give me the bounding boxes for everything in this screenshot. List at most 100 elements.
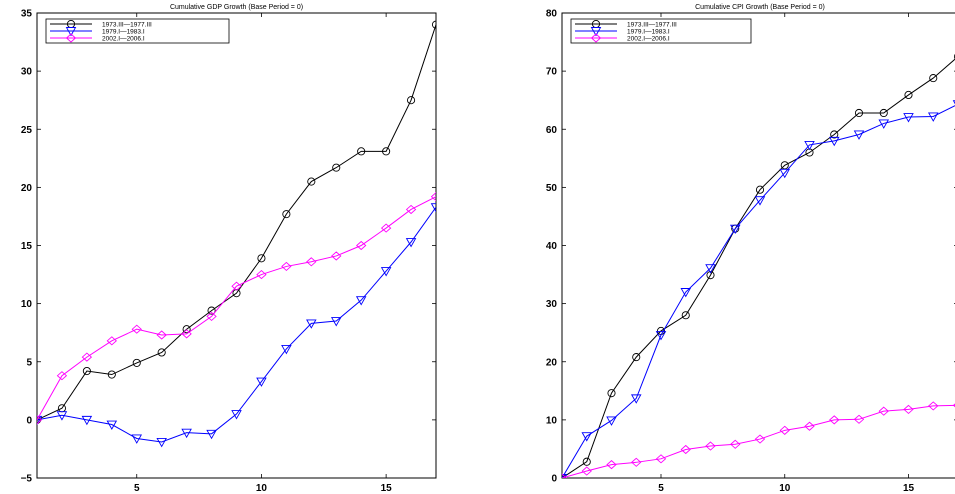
series-1-point bbox=[630, 394, 642, 404]
series-0-point bbox=[929, 74, 938, 83]
plot-series-group bbox=[562, 53, 955, 478]
legend: 1973.III—1977.III1979.I—1983.I2002.I—200… bbox=[570, 18, 752, 44]
series-0-point bbox=[431, 20, 436, 29]
series-2-point bbox=[37, 415, 43, 425]
series-1-point bbox=[380, 267, 392, 277]
series-2-point bbox=[655, 454, 667, 464]
series-1-point bbox=[903, 113, 914, 123]
series-2-point bbox=[903, 404, 914, 415]
series-2-point bbox=[581, 466, 592, 476]
series-0-point bbox=[257, 254, 266, 263]
legend-label: 1979.I—1983.I bbox=[102, 29, 145, 36]
series-0-point bbox=[232, 289, 241, 298]
series-1-point bbox=[729, 224, 741, 235]
series-2-point bbox=[562, 473, 568, 478]
legend: 1973.III—1977.III1979.I—1983.I2002.I—200… bbox=[45, 18, 230, 44]
y-tick-label: 20 bbox=[21, 183, 33, 194]
series-line-0 bbox=[562, 58, 955, 478]
series-2-point bbox=[181, 329, 192, 339]
series-2-point bbox=[779, 425, 790, 435]
series-2-point bbox=[281, 261, 292, 272]
plot-series-group bbox=[37, 20, 436, 448]
series-2-point bbox=[356, 240, 367, 251]
series-line-2 bbox=[562, 404, 955, 478]
series-0-point bbox=[607, 389, 616, 398]
series-2-point bbox=[430, 192, 436, 202]
y-tick-label: 30 bbox=[546, 299, 558, 310]
chart-title: Cumulative CPI Growth (Base Period = 0) bbox=[695, 4, 825, 11]
series-1-point bbox=[106, 420, 118, 430]
y-tick-label: 20 bbox=[546, 357, 558, 368]
series-1-point bbox=[927, 112, 939, 122]
series-2-point bbox=[81, 352, 93, 362]
x-tick-label: 15 bbox=[903, 483, 915, 494]
series-0-point bbox=[755, 185, 765, 194]
series-1-point bbox=[206, 429, 217, 440]
series-0-point bbox=[182, 325, 191, 334]
series-1-point bbox=[355, 296, 367, 306]
series-1-point bbox=[878, 119, 890, 129]
legend-label: 1973.III—1977.III bbox=[102, 22, 152, 29]
y-tick-label: 0 bbox=[26, 415, 32, 426]
series-2-point bbox=[106, 336, 117, 346]
legend-swatch-marker bbox=[590, 27, 602, 37]
series-2-point bbox=[306, 257, 317, 267]
series-1-point bbox=[779, 168, 791, 179]
series-1-point bbox=[281, 345, 292, 355]
series-1-point bbox=[680, 288, 692, 298]
series-2-point bbox=[878, 406, 889, 416]
series-2-point bbox=[331, 251, 342, 261]
series-1-point bbox=[306, 319, 317, 329]
x-tick-label: 10 bbox=[256, 483, 268, 494]
legend-label: 1979.I—1983.I bbox=[627, 29, 670, 36]
series-1-point bbox=[828, 136, 840, 147]
series-2-point bbox=[730, 439, 741, 449]
series-0-point bbox=[282, 210, 291, 219]
series-1-point bbox=[430, 203, 436, 213]
y-tick-label: −5 bbox=[21, 474, 33, 485]
series-0-point bbox=[879, 108, 888, 118]
series-line-2 bbox=[37, 196, 436, 421]
series-0-point bbox=[904, 90, 913, 100]
series-1-point bbox=[705, 264, 716, 274]
plot-area bbox=[561, 12, 955, 479]
series-0-point bbox=[854, 108, 864, 118]
series-2-point bbox=[606, 460, 617, 470]
chart-title: Cumulative GDP Growth (Base Period = 0) bbox=[170, 4, 303, 11]
series-2-point bbox=[256, 269, 267, 280]
series-0-point bbox=[332, 163, 341, 172]
y-tick-label: 40 bbox=[546, 241, 558, 252]
series-2-point bbox=[804, 421, 815, 431]
series-1-point bbox=[606, 416, 617, 426]
series-line-1 bbox=[37, 206, 436, 443]
y-tick-label: 50 bbox=[546, 183, 558, 194]
series-2-point bbox=[405, 204, 417, 215]
series-1-point bbox=[804, 140, 815, 151]
y-tick-label: 25 bbox=[21, 125, 33, 136]
y-tick-label: 70 bbox=[546, 67, 558, 78]
series-2-point bbox=[680, 444, 691, 455]
x-tick-label: 15 bbox=[381, 483, 393, 494]
series-0-point bbox=[132, 358, 141, 367]
y-tick-label: 80 bbox=[546, 9, 558, 20]
y-tick-label: 5 bbox=[26, 357, 32, 368]
series-0-point bbox=[82, 366, 91, 376]
series-2-point bbox=[131, 324, 142, 334]
series-0-point bbox=[830, 130, 839, 139]
legend-swatch-marker bbox=[65, 33, 77, 43]
series-1-point bbox=[330, 317, 342, 327]
legend-label: 2002.I—2006.I bbox=[102, 36, 145, 43]
series-2-point bbox=[380, 223, 392, 233]
series-0-point bbox=[706, 271, 715, 280]
series-2-point bbox=[829, 415, 840, 425]
series-0-point bbox=[207, 306, 216, 315]
series-2-point bbox=[754, 434, 766, 444]
series-1-point bbox=[853, 130, 865, 140]
series-0-point bbox=[157, 348, 166, 357]
series-1-point bbox=[256, 377, 267, 387]
series-1-point bbox=[231, 410, 242, 420]
y-tick-label: 15 bbox=[21, 241, 33, 252]
series-1-point bbox=[37, 415, 43, 426]
series-1-point bbox=[156, 438, 167, 448]
series-1-point bbox=[581, 432, 593, 442]
